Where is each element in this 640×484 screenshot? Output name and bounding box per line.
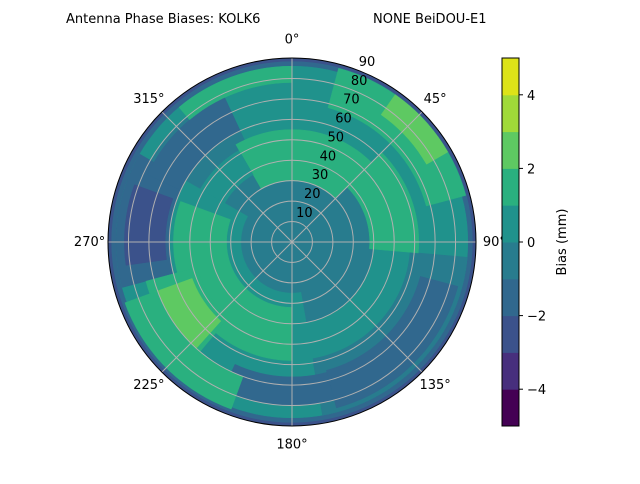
angular-tick-label: 0° [285, 33, 300, 48]
contour-region [380, 94, 449, 165]
colorbar-tick-label: −4 [527, 383, 546, 398]
colorbar-tick-label: −2 [527, 310, 546, 325]
colorbar-tick-label: 4 [527, 89, 535, 104]
colorbar-band [502, 278, 519, 317]
radial-tick-labels: 10 20 30 40 50 60 70 80 90 [296, 55, 375, 221]
radial-tick-label: 90 [359, 55, 376, 70]
angular-tick-label: 270° [74, 235, 105, 250]
radial-tick-label: 40 [320, 149, 337, 164]
angular-tick-label: 135° [419, 378, 450, 393]
radial-tick-label: 70 [343, 93, 360, 108]
angular-tick-labels: 0° 45° 90° 135° 180° 225° 270° 315° [74, 33, 506, 453]
colorbar-tick-label: 0 [527, 236, 535, 251]
colorbar-band [502, 131, 519, 169]
radial-tick-label: 20 [304, 187, 321, 202]
angular-gridline [291, 241, 423, 373]
colorbar-band [502, 315, 519, 353]
polar-grid [108, 58, 476, 426]
polar-frame [107, 57, 477, 427]
chart-title-left: Antenna Phase Biases: KOLK6 [66, 12, 260, 27]
radial-tick-label: 10 [296, 206, 313, 221]
radial-tick-label: 30 [312, 168, 329, 183]
colorbar: −4 −2 0 2 4 [501, 57, 546, 427]
angular-tick-label: 225° [133, 378, 164, 393]
colorbar-band [502, 168, 519, 206]
angular-tick-label: 45° [424, 92, 447, 107]
angular-gridline [161, 241, 293, 373]
colorbar-band [502, 94, 519, 133]
radial-tick-label: 80 [351, 74, 368, 89]
contour-region [124, 184, 174, 266]
colorbar-band [502, 242, 519, 280]
angular-gridline [161, 111, 293, 243]
colorbar-tick-label: 2 [527, 162, 535, 177]
colorbar-band [502, 205, 519, 243]
angular-tick-label: 315° [133, 92, 164, 107]
colorbar-band [502, 352, 519, 390]
radial-tick-label: 60 [335, 112, 352, 127]
radial-tick-label: 50 [327, 130, 344, 145]
colorbar-band [502, 58, 519, 96]
angular-gridline [291, 111, 423, 243]
colorbar-label: Bias (mm) [555, 209, 570, 276]
contour-region [346, 152, 419, 254]
chart-title-right: NONE BeiDOU-E1 [373, 12, 487, 27]
colorbar-band [502, 389, 519, 427]
angular-tick-label: 90° [483, 235, 506, 250]
angular-tick-label: 180° [276, 437, 307, 452]
contour-region [173, 201, 293, 361]
